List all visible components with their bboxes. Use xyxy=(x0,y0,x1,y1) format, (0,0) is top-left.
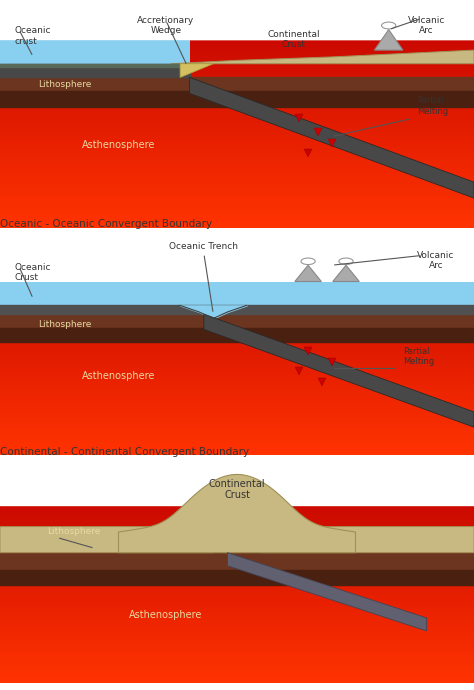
Polygon shape xyxy=(118,475,356,553)
Text: Partial
Melting: Partial Melting xyxy=(417,97,448,116)
Text: Volcanic
Arc: Volcanic Arc xyxy=(418,251,455,270)
Circle shape xyxy=(382,22,396,29)
Text: Lithosphere: Lithosphere xyxy=(38,79,91,88)
Text: Lithosphere: Lithosphere xyxy=(47,527,101,536)
Polygon shape xyxy=(228,553,427,631)
Polygon shape xyxy=(190,77,474,198)
Circle shape xyxy=(301,258,315,264)
Polygon shape xyxy=(180,63,213,77)
Text: Lithosphere: Lithosphere xyxy=(38,320,91,329)
Text: Partial
Melting: Partial Melting xyxy=(403,346,434,366)
Text: Asthenosphere: Asthenosphere xyxy=(82,140,155,150)
Polygon shape xyxy=(0,526,213,553)
Circle shape xyxy=(339,258,353,264)
Text: Oceanic
crust: Oceanic crust xyxy=(14,26,51,46)
Polygon shape xyxy=(333,265,359,282)
Text: Accretionary
Wedge: Accretionary Wedge xyxy=(137,16,194,35)
Polygon shape xyxy=(0,282,474,306)
Text: Oceanic - Oceanic Convergent Boundary: Oceanic - Oceanic Convergent Boundary xyxy=(0,219,212,229)
Polygon shape xyxy=(171,50,474,63)
Text: Asthenosphere: Asthenosphere xyxy=(82,371,155,382)
Text: Asthenosphere: Asthenosphere xyxy=(129,610,202,620)
Text: Oceanic
Crust: Oceanic Crust xyxy=(14,263,51,282)
Polygon shape xyxy=(374,30,403,50)
Text: Oceanic Trench: Oceanic Trench xyxy=(169,242,238,251)
Text: Continental
Crust: Continental Crust xyxy=(209,479,265,500)
Polygon shape xyxy=(204,314,474,427)
Text: Volcanic
Arc: Volcanic Arc xyxy=(408,16,445,35)
Polygon shape xyxy=(0,39,190,63)
Text: Continental
Crust: Continental Crust xyxy=(267,30,320,49)
Text: Continental - Continental Convergent Boundary: Continental - Continental Convergent Bou… xyxy=(0,447,249,457)
Polygon shape xyxy=(261,526,474,553)
Polygon shape xyxy=(295,265,321,282)
